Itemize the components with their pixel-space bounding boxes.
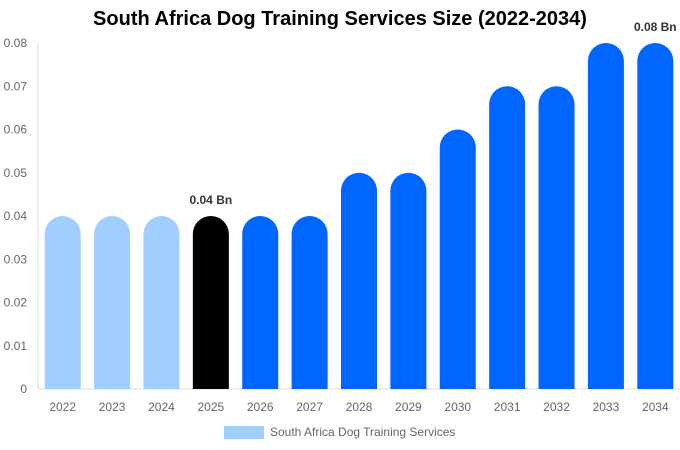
data-label: 0.08 Bn bbox=[634, 20, 677, 34]
y-tick-label: 0.05 bbox=[4, 166, 28, 180]
y-tick-label: 0.04 bbox=[4, 209, 28, 223]
legend-swatch bbox=[224, 425, 264, 439]
x-tick-label: 2029 bbox=[395, 400, 422, 414]
y-tick-label: 0 bbox=[20, 382, 27, 396]
bar-2025 bbox=[192, 216, 229, 389]
legend-label: South Africa Dog Training Services bbox=[270, 425, 456, 439]
bar-2023 bbox=[94, 216, 131, 389]
x-tick-label: 2033 bbox=[593, 400, 620, 414]
x-tick-label: 2031 bbox=[494, 400, 521, 414]
bar-2032 bbox=[538, 86, 575, 389]
bar-2030 bbox=[439, 129, 476, 389]
y-tick-label: 0.03 bbox=[4, 252, 28, 266]
y-tick-label: 0.02 bbox=[4, 296, 28, 310]
data-label: 0.04 Bn bbox=[190, 193, 233, 207]
x-tick-label: 2027 bbox=[296, 400, 323, 414]
bar-2028 bbox=[341, 172, 377, 389]
x-tick-label: 2025 bbox=[197, 400, 224, 414]
x-tick-label: 2030 bbox=[444, 400, 471, 414]
chart-title: South Africa Dog Training Services Size … bbox=[93, 8, 587, 30]
bar-2022 bbox=[44, 216, 81, 389]
y-tick-label: 0.06 bbox=[4, 123, 28, 137]
x-tick-label: 2023 bbox=[99, 400, 126, 414]
bar-2027 bbox=[291, 216, 328, 389]
x-tick-label: 2028 bbox=[346, 400, 373, 414]
bar-2026 bbox=[242, 216, 279, 389]
bar-2029 bbox=[390, 172, 427, 389]
y-tick-label: 0.01 bbox=[4, 339, 28, 353]
x-tick-label: 2032 bbox=[543, 400, 570, 414]
x-tick-label: 2034 bbox=[642, 400, 669, 414]
y-tick-label: 0.07 bbox=[4, 79, 28, 93]
x-tick-label: 2024 bbox=[148, 400, 175, 414]
y-tick-label: 0.08 bbox=[4, 36, 28, 50]
bar-2033 bbox=[587, 43, 624, 389]
legend[interactable]: South Africa Dog Training Services bbox=[224, 425, 455, 439]
bar-2034 bbox=[637, 43, 674, 389]
x-tick-label: 2026 bbox=[247, 400, 274, 414]
bar-2024 bbox=[143, 216, 180, 389]
bar-2031 bbox=[489, 86, 526, 389]
x-tick-label: 2022 bbox=[49, 400, 76, 414]
